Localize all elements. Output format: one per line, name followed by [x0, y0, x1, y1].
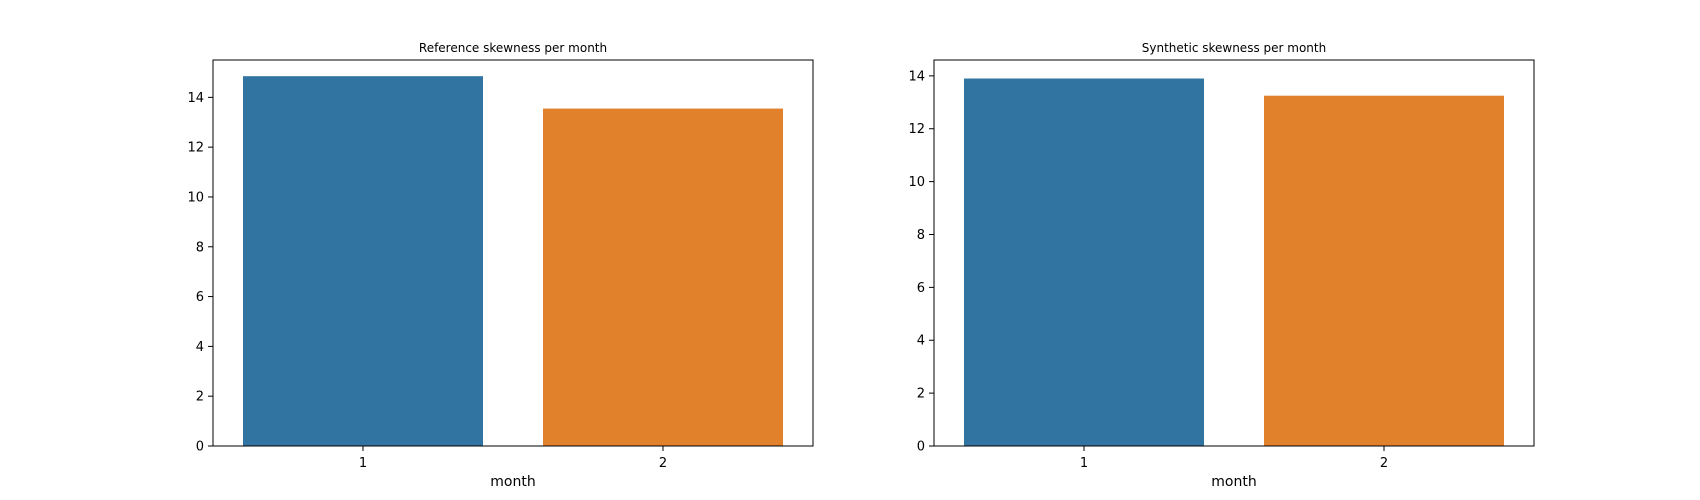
y-tick-label: 0: [917, 440, 925, 455]
bar-month-2: [543, 108, 783, 447]
x-tick-label: 1: [1080, 456, 1088, 471]
y-tick-label: 10: [908, 175, 925, 190]
y-tick-label: 8: [196, 240, 204, 255]
y-tick-label: 14: [908, 69, 925, 84]
bar-month-1: [964, 78, 1204, 447]
plot-frame: [212, 59, 814, 447]
synthetic-chart: Synthetic skewness per month month 1 2024…: [908, 41, 1535, 490]
y-tick-label: 4: [196, 340, 204, 355]
y-tick-label: 10: [187, 190, 204, 205]
bar-month-1: [243, 76, 483, 446]
y-tick-label: 12: [908, 122, 925, 137]
chart-title: Reference skewness per month: [419, 41, 607, 55]
y-tick-label: 14: [187, 91, 204, 106]
y-tick-label: 4: [917, 334, 925, 349]
y-tick-label: 6: [917, 281, 925, 296]
x-tick-label: 1: [359, 456, 367, 471]
plot-frame: [933, 59, 1535, 447]
y-tick-label: 2: [196, 390, 204, 405]
y-tick-label: 6: [196, 290, 204, 305]
y-tick-label: 0: [196, 440, 204, 455]
y-tick-label: 8: [917, 228, 925, 243]
x-tick-label: 2: [1380, 456, 1388, 471]
x-tick-label: 2: [659, 456, 667, 471]
reference-chart: Reference skewness per month month 1 2024…: [187, 41, 814, 490]
y-tick-label: 2: [917, 387, 925, 402]
x-axis-label: month: [490, 474, 535, 490]
x-axis-label: month: [1211, 474, 1256, 490]
chart-title: Synthetic skewness per month: [1142, 41, 1326, 55]
bar-month-2: [1264, 95, 1504, 447]
y-tick-label: 12: [187, 141, 204, 156]
